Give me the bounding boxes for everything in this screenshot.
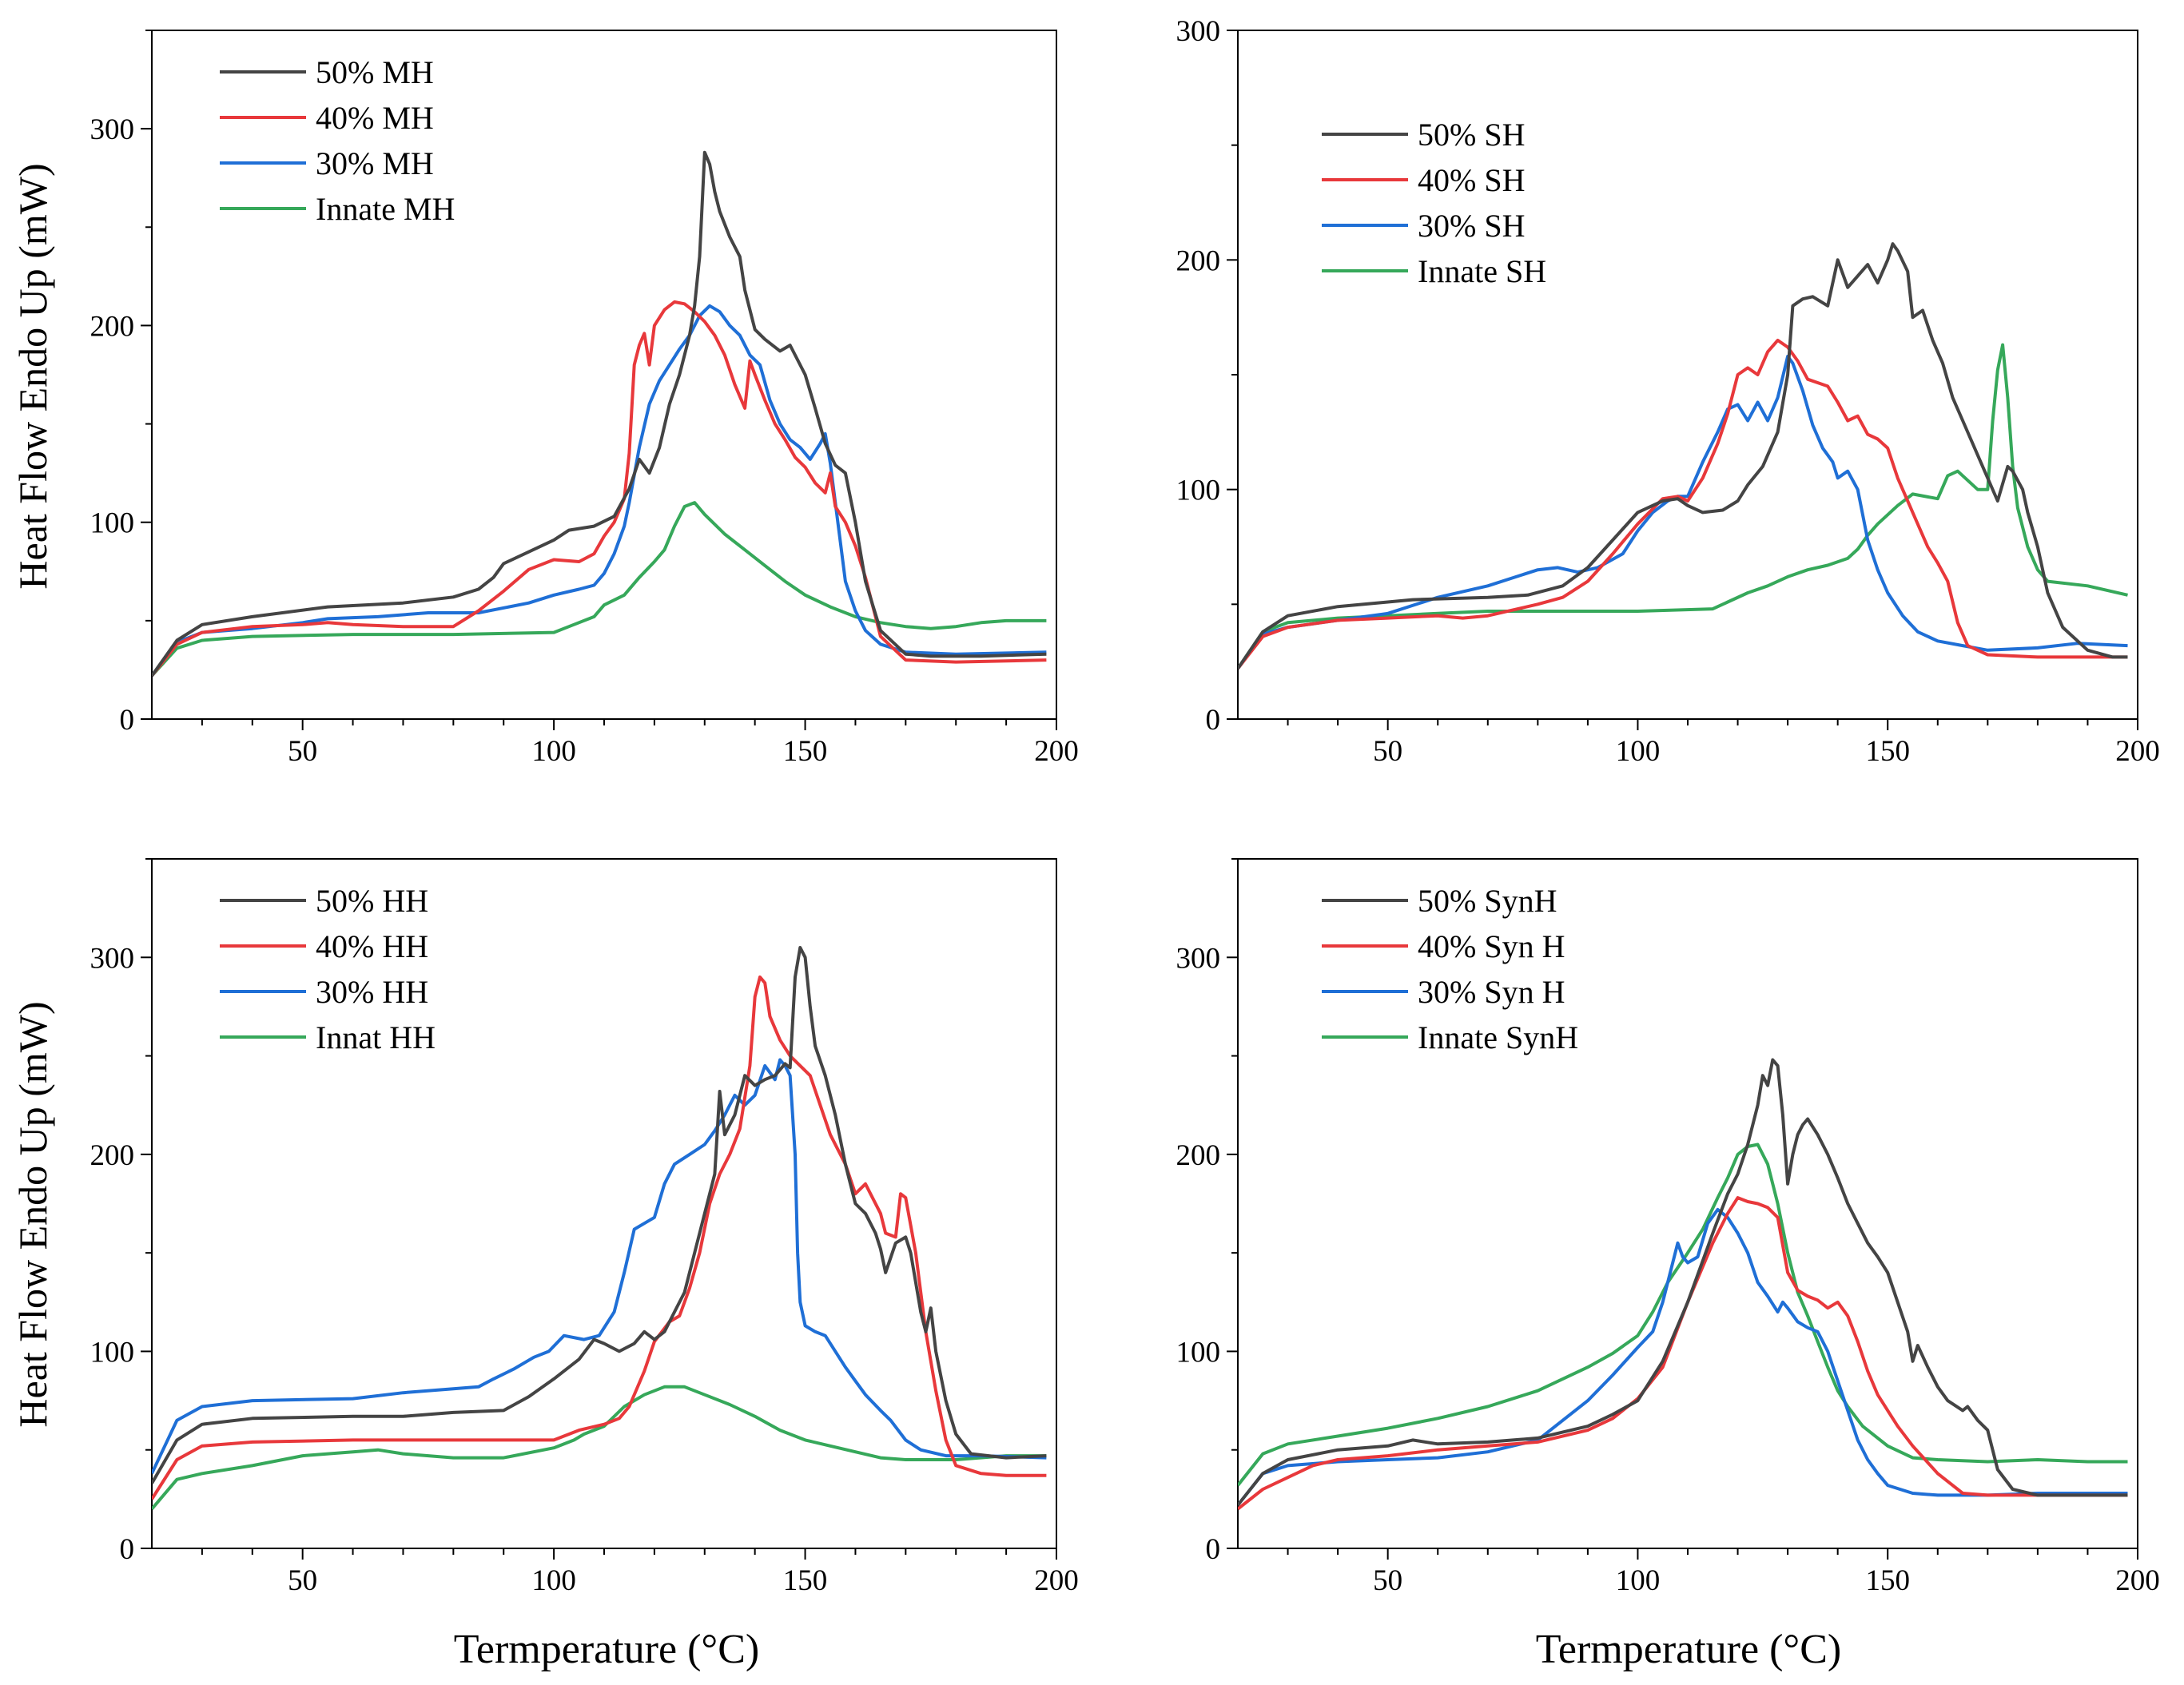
- series-line-30-mh: [152, 304, 1047, 677]
- x-tick-label: 150: [783, 1564, 828, 1597]
- x-tick-label: 100: [531, 735, 576, 768]
- y-tick-label: 200: [90, 310, 135, 343]
- legend-label: 30% HH: [316, 974, 428, 1010]
- x-tick-label: 50: [288, 735, 317, 768]
- x-tick-label: 150: [1865, 1564, 1910, 1597]
- plot-frame: [151, 858, 1057, 1549]
- x-tick-label: 50: [288, 1564, 317, 1597]
- chart-panel-bottom-left: 50 100 150 200 0 100 200 300 50% HH 40% HH 30% HH I…: [90, 858, 1079, 1597]
- x-tick-label: 50: [1373, 1564, 1402, 1597]
- legend-label: 30% MH: [316, 145, 434, 181]
- y-tick-label: 0: [120, 1533, 135, 1566]
- series-line-40-mh: [152, 300, 1047, 678]
- x-axis-title-right: Termperature (°C): [1536, 1627, 1841, 1672]
- y-tick-label: 100: [1176, 475, 1221, 507]
- x-tick-label: 200: [2115, 735, 2160, 768]
- plot-frame: [1237, 858, 2138, 1549]
- x-tick-label: 50: [1373, 735, 1402, 768]
- x-tick-label: 100: [1616, 735, 1661, 768]
- series-line-innat-hh: [152, 1385, 1047, 1510]
- legend-label: Innat HH: [316, 1019, 436, 1055]
- legend-label: 50% HH: [316, 883, 428, 919]
- legend-label: Innate MH: [316, 191, 455, 227]
- y-tick-label: 300: [90, 113, 135, 146]
- y-axis-title-bottom: Heat Flow Endo Up (mW): [10, 1001, 55, 1427]
- legend-label: Innate SH: [1418, 253, 1546, 289]
- series-line-50-mh: [152, 150, 1047, 677]
- series-line-30-sh: [1238, 355, 2128, 670]
- series-line-40-syn-h: [1238, 1196, 2128, 1511]
- series-line-50-sh: [1238, 242, 2128, 670]
- y-tick-label: 0: [1206, 1533, 1221, 1566]
- legend-label: 50% SH: [1418, 117, 1525, 153]
- y-tick-label: 300: [1176, 15, 1221, 48]
- x-tick-label: 200: [2115, 1564, 2160, 1597]
- legend-label: 40% Syn H: [1418, 928, 1565, 964]
- y-tick-label: 100: [90, 507, 135, 540]
- legend-label: 30% Syn H: [1418, 974, 1565, 1010]
- series-line-30-syn-h: [1238, 1207, 2128, 1507]
- series-line-40-sh: [1238, 338, 2128, 670]
- legend-label: 40% HH: [316, 928, 428, 964]
- x-tick-label: 150: [783, 735, 828, 768]
- series-line-30-hh: [152, 1058, 1047, 1475]
- y-tick-label: 0: [120, 704, 135, 737]
- x-tick-label: 100: [531, 1564, 576, 1597]
- y-tick-label: 100: [1176, 1336, 1221, 1369]
- plot-frame: [151, 30, 1057, 720]
- x-tick-label: 150: [1865, 735, 1910, 768]
- series-line-50-synh: [1238, 1058, 2128, 1507]
- chart-panel-top-left: 50 100 150 200 0 100 200 300 50% MH 40% MH 30% MH I…: [90, 30, 1079, 768]
- legend-label: 50% SynH: [1418, 883, 1557, 919]
- chart-panel-top-right: 50 100 150 200 0 100 200 300 50% SH 40% SH 30% SH I…: [1176, 15, 2160, 768]
- series-line-40-hh: [152, 975, 1047, 1500]
- y-tick-label: 300: [1176, 942, 1221, 975]
- legend-label: Innate SynH: [1418, 1019, 1578, 1055]
- y-tick-label: 300: [90, 942, 135, 975]
- legend-label: 30% SH: [1418, 208, 1525, 244]
- x-axis-title-left: Termperature (°C): [454, 1627, 759, 1672]
- y-tick-label: 200: [90, 1139, 135, 1172]
- y-tick-label: 200: [1176, 244, 1221, 277]
- y-axis-title-top: Heat Flow Endo Up (mW): [10, 163, 55, 589]
- chart-panel-bottom-right: 50 100 150 200 0 100 200 300 50% SynH 40% Syn H 30…: [1176, 858, 2160, 1597]
- y-tick-label: 100: [90, 1336, 135, 1369]
- series-line-innate-mh: [152, 501, 1047, 678]
- legend-label: 40% MH: [316, 100, 434, 136]
- legend-label: 40% SH: [1418, 162, 1525, 198]
- y-tick-label: 200: [1176, 1139, 1221, 1172]
- series-line-50-hh: [152, 946, 1047, 1484]
- x-tick-label: 200: [1034, 735, 1079, 768]
- legend-label: 50% MH: [316, 54, 434, 90]
- x-tick-label: 100: [1616, 1564, 1661, 1597]
- y-tick-label: 0: [1206, 704, 1221, 737]
- x-tick-label: 200: [1034, 1564, 1079, 1597]
